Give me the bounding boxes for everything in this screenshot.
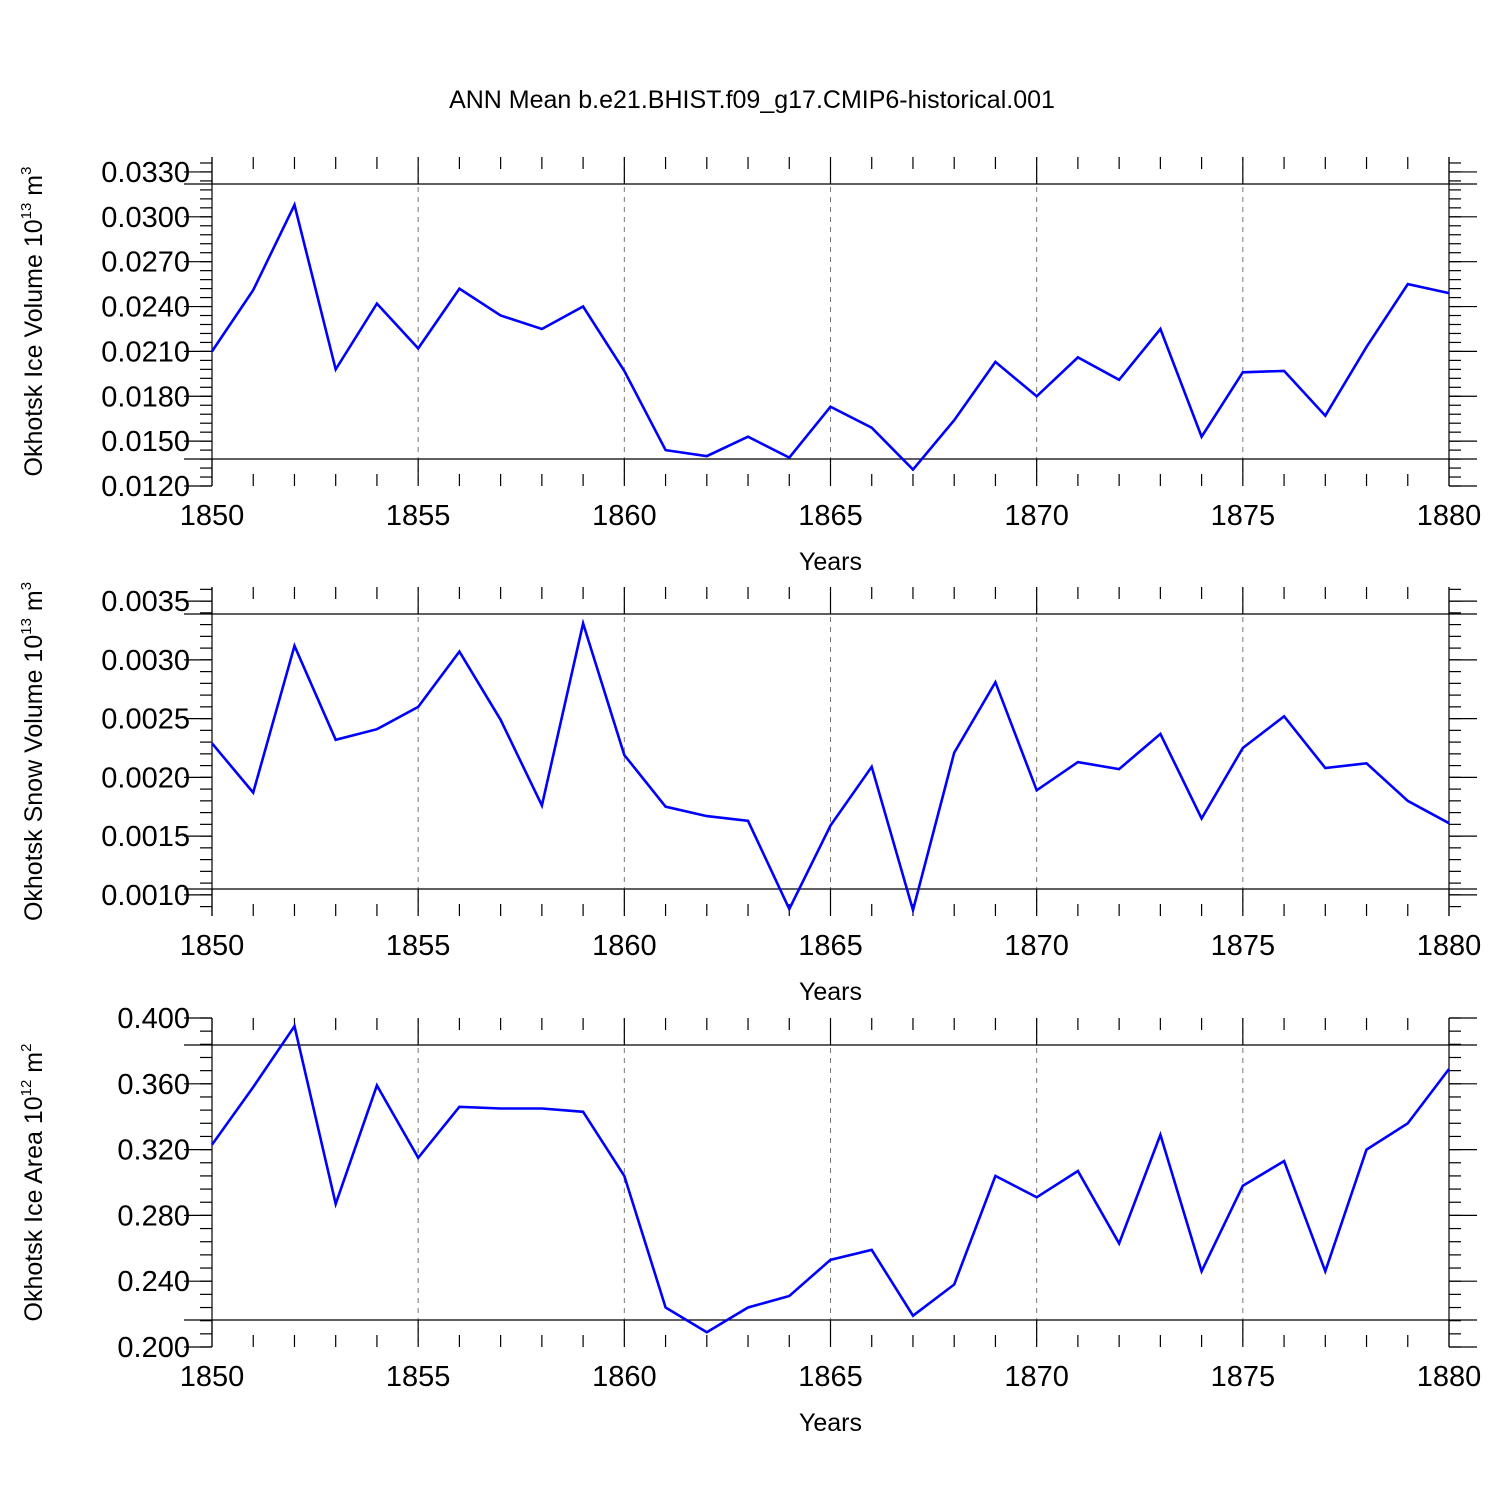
y-tick-label: 0.0035 [101, 586, 190, 618]
series-line [211, 618, 1450, 916]
x-tick-label: 1870 [1004, 1361, 1069, 1393]
y-tick-label: 0.0240 [101, 292, 190, 324]
y-tick-label: 0.0150 [101, 426, 190, 458]
panel-3: 1850 1855 1860 1865 1870 1875 1880 0.200 0.240 0.… [18, 1003, 1481, 1437]
figure-title: ANN Mean b.e21.BHIST.f09_g17.CMIP6-histo… [449, 86, 1055, 114]
x-tick-label: 1880 [1417, 1361, 1482, 1393]
y-axis-title: Okhotsk Snow Volume 1013 m3 [18, 582, 48, 921]
x-tick-label: 1855 [386, 1361, 451, 1393]
x-tick-label: 1850 [180, 930, 245, 962]
x-tick-label: 1865 [798, 930, 863, 962]
x-tick-label: 1870 [1004, 930, 1069, 962]
x-tick-label: 1870 [1004, 500, 1069, 532]
y-tick-label: 0.400 [117, 1003, 190, 1035]
y-tick-label: 0.0120 [101, 471, 190, 503]
y-tick-label: 0.280 [117, 1200, 190, 1232]
y-tick-label: 0.0030 [101, 645, 190, 677]
y-tick-label: 0.0015 [101, 821, 190, 853]
y-tick-label: 0.0010 [101, 880, 190, 912]
panel-1: 1850 1855 1860 1865 1870 1875 1880 0.0120 0.0150… [18, 157, 1481, 576]
x-tick-label: 1855 [386, 500, 451, 532]
panel-2: 1850 1855 1860 1865 1870 1875 1880 0.0010 0.0015… [18, 582, 1481, 1006]
y-tick-label: 0.320 [117, 1135, 190, 1167]
x-tick-label: 1850 [180, 500, 245, 532]
x-tick-label: 1865 [798, 500, 863, 532]
panels: 1850 1855 1860 1865 1870 1875 1880 0.0120 0.0150… [18, 157, 1481, 1437]
y-tick-label: 0.200 [117, 1332, 190, 1364]
y-axis-title: Okhotsk Ice Volume 1013 m3 [18, 167, 48, 477]
x-axis-title: Years [799, 978, 862, 1006]
x-tick-label: 1875 [1211, 930, 1276, 962]
x-tick-label: 1860 [592, 930, 657, 962]
series-line [210, 1023, 1451, 1334]
y-tick-label: 0.360 [117, 1069, 190, 1101]
series-line [210, 201, 1450, 472]
x-tick-label: 1865 [798, 1361, 863, 1393]
y-tick-label: 0.240 [117, 1266, 190, 1298]
y-tick-label: 0.0300 [101, 202, 190, 234]
x-tick-label: 1880 [1417, 500, 1482, 532]
y-tick-label: 0.0020 [101, 762, 190, 794]
x-tick-label: 1860 [592, 500, 657, 532]
y-axis-title: Okhotsk Ice Area 1012 m2 [18, 1044, 48, 1322]
x-axis-title: Years [799, 1409, 862, 1437]
x-tick-label: 1860 [592, 1361, 657, 1393]
x-tick-label: 1855 [386, 930, 451, 962]
x-tick-label: 1850 [180, 1361, 245, 1393]
y-tick-label: 0.0180 [101, 381, 190, 413]
x-tick-label: 1880 [1417, 930, 1482, 962]
y-tick-label: 0.0210 [101, 336, 190, 368]
y-tick-label: 0.0270 [101, 247, 190, 279]
x-tick-label: 1875 [1211, 500, 1276, 532]
y-tick-label: 0.0025 [101, 704, 190, 736]
x-tick-label: 1875 [1211, 1361, 1276, 1393]
x-axis-title: Years [799, 548, 862, 576]
y-tick-label: 0.0330 [101, 157, 190, 189]
